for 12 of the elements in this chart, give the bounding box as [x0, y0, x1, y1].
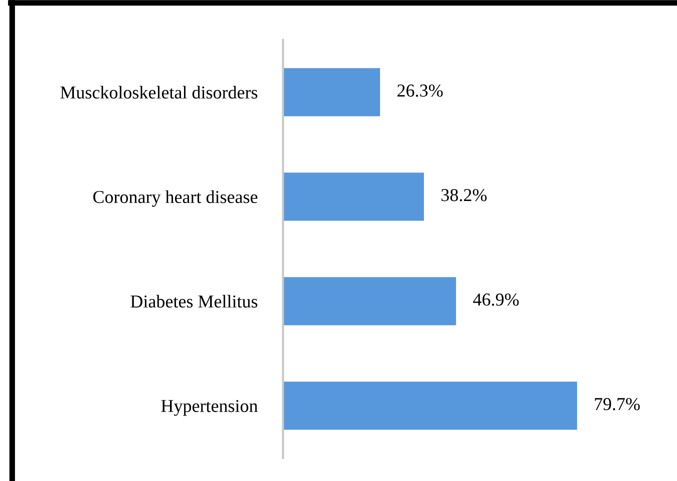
bar — [282, 382, 578, 430]
y-tick-label: Musckoloskeletal disorders — [60, 86, 258, 99]
bar — [282, 277, 456, 326]
data-label: 26.3% — [397, 84, 443, 97]
y-tick-label: Hypertension — [161, 400, 258, 416]
y-tick-label: Diabetes Mellitus — [130, 294, 258, 308]
data-label: 38.2% — [441, 189, 487, 202]
bar — [282, 172, 424, 221]
y-tick-label: Coronary heart disease — [93, 190, 258, 207]
data-label: 46.9% — [473, 294, 519, 306]
data-label: 79.7% — [594, 398, 640, 410]
bar — [282, 68, 380, 116]
